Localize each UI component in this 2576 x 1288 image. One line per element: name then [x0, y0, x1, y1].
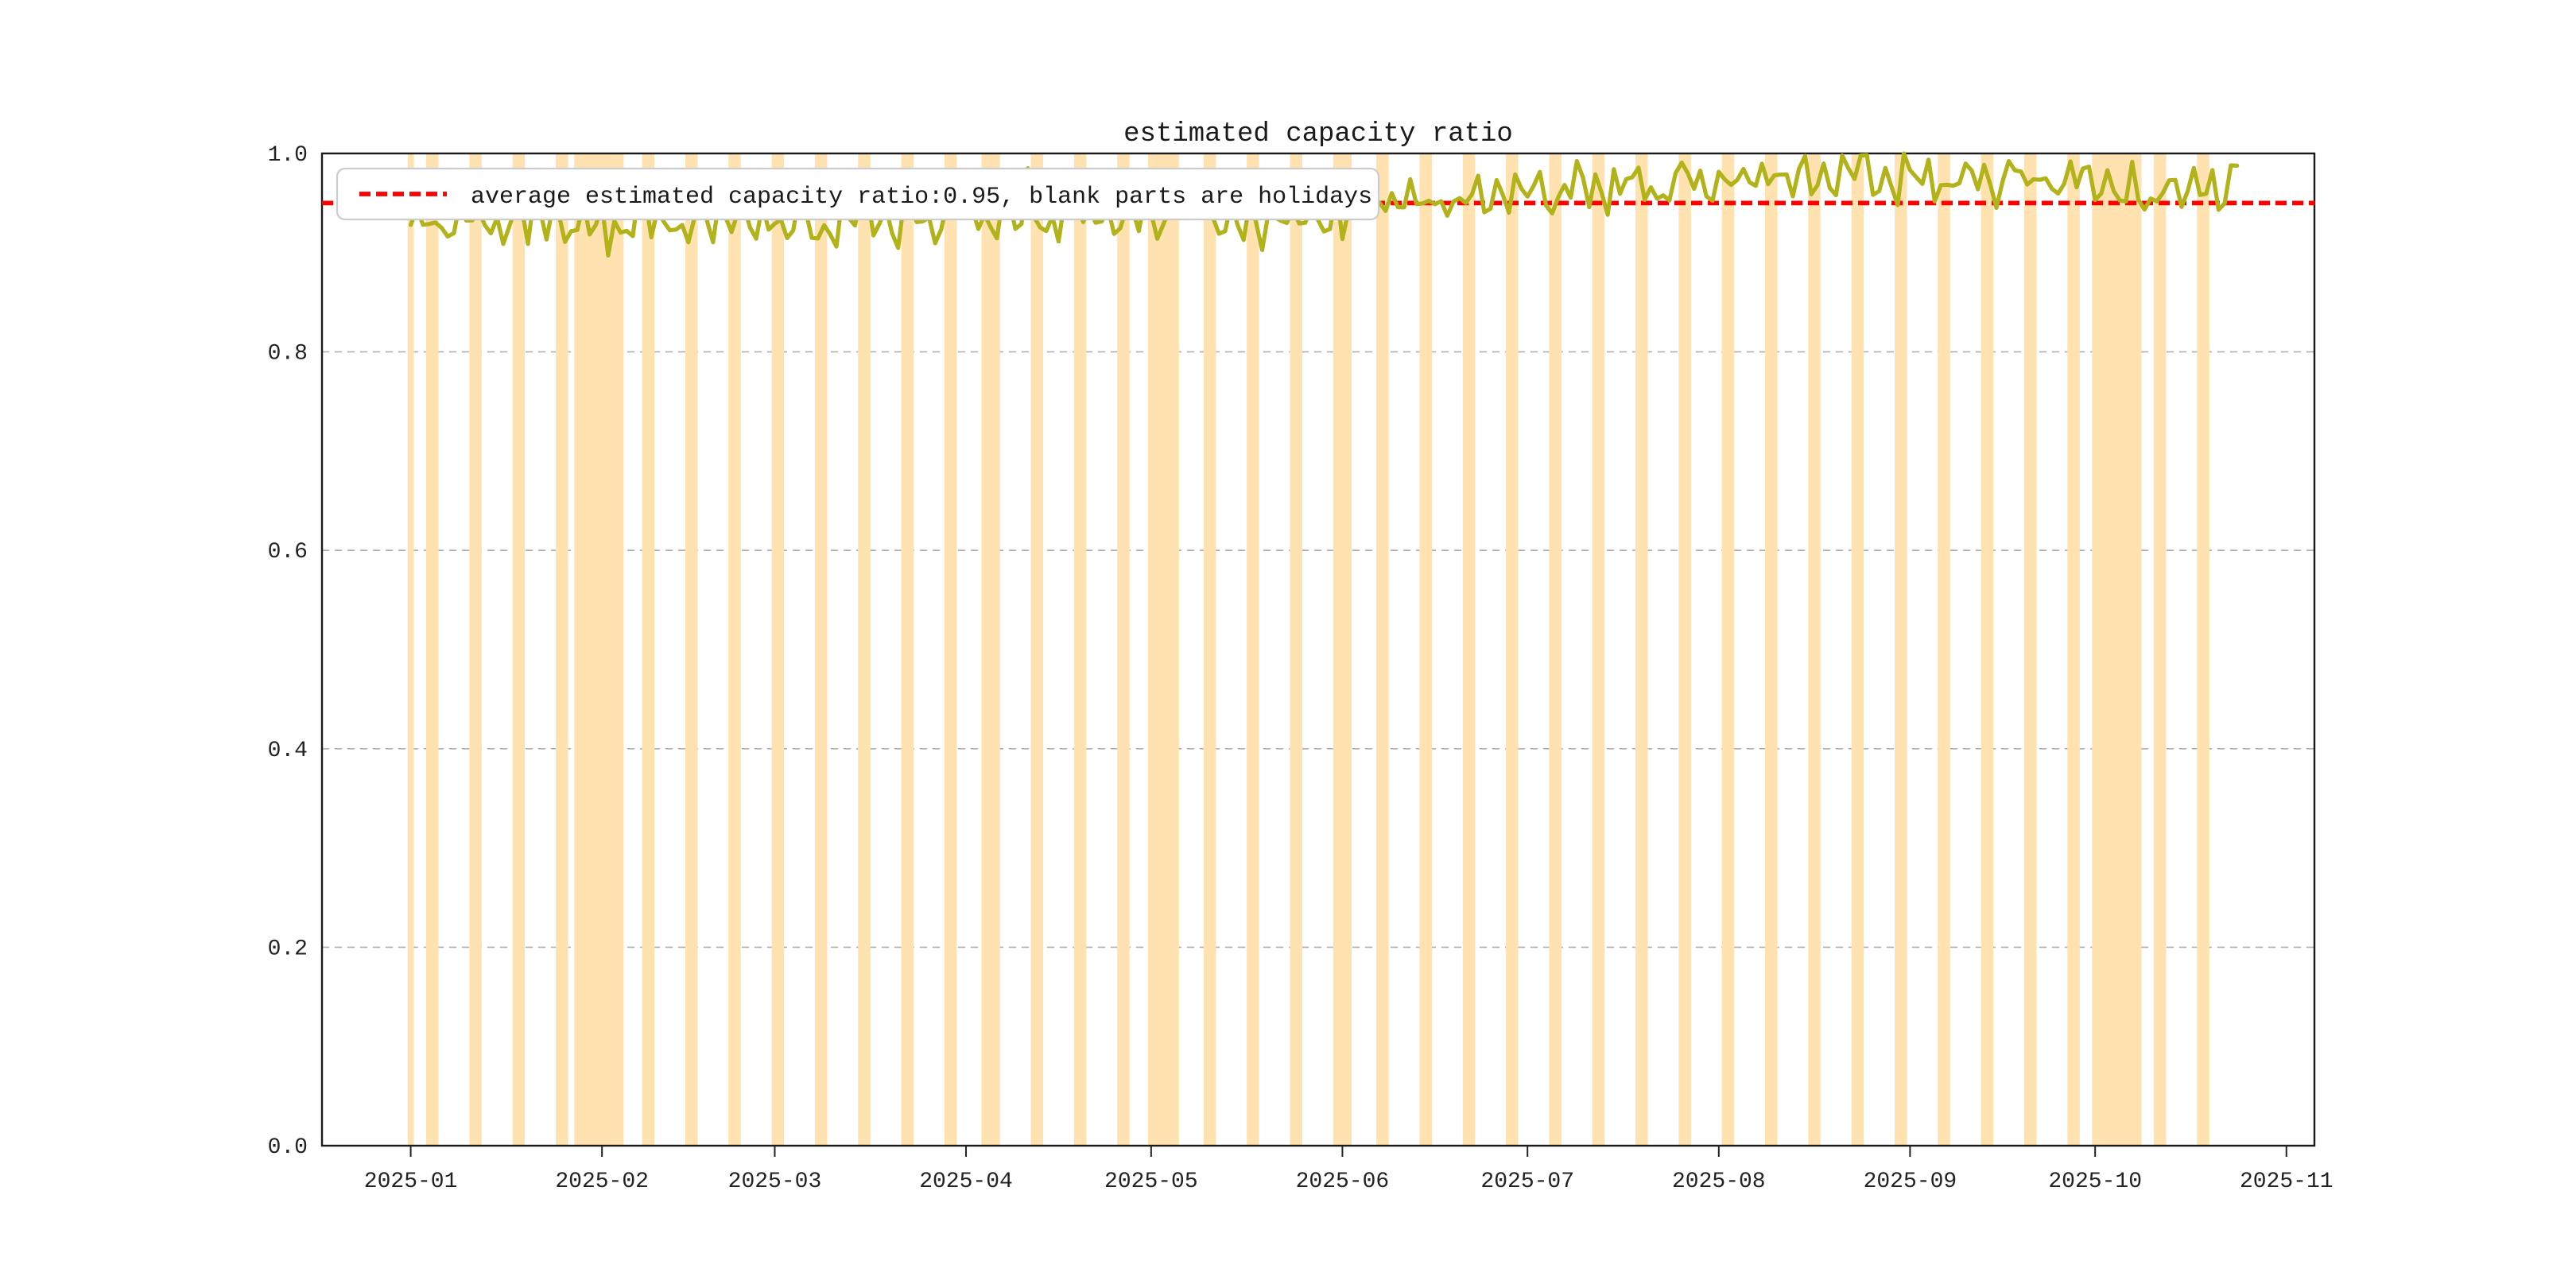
svg-text:2025-03: 2025-03: [728, 1170, 822, 1194]
svg-text:average estimated capacity rat: average estimated capacity ratio:0.95, b…: [471, 184, 1372, 211]
svg-text:estimated capacity ratio: estimated capacity ratio: [1123, 119, 1513, 149]
svg-text:0.6: 0.6: [268, 540, 308, 564]
svg-text:2025-08: 2025-08: [1672, 1170, 1766, 1194]
svg-text:2025-11: 2025-11: [2240, 1170, 2334, 1194]
svg-text:2025-01: 2025-01: [364, 1170, 458, 1194]
svg-text:2025-04: 2025-04: [919, 1170, 1013, 1194]
svg-text:2025-05: 2025-05: [1104, 1170, 1198, 1194]
svg-text:0.0: 0.0: [268, 1135, 308, 1160]
svg-text:1.0: 1.0: [268, 143, 308, 168]
svg-text:2025-06: 2025-06: [1296, 1170, 1390, 1194]
svg-text:0.4: 0.4: [268, 739, 308, 763]
svg-text:2025-09: 2025-09: [1864, 1170, 1957, 1194]
svg-text:0.2: 0.2: [268, 937, 308, 961]
svg-text:0.8: 0.8: [268, 342, 308, 367]
svg-text:2025-10: 2025-10: [2048, 1170, 2142, 1194]
svg-text:2025-02: 2025-02: [555, 1170, 649, 1194]
svg-text:2025-07: 2025-07: [1480, 1170, 1574, 1194]
